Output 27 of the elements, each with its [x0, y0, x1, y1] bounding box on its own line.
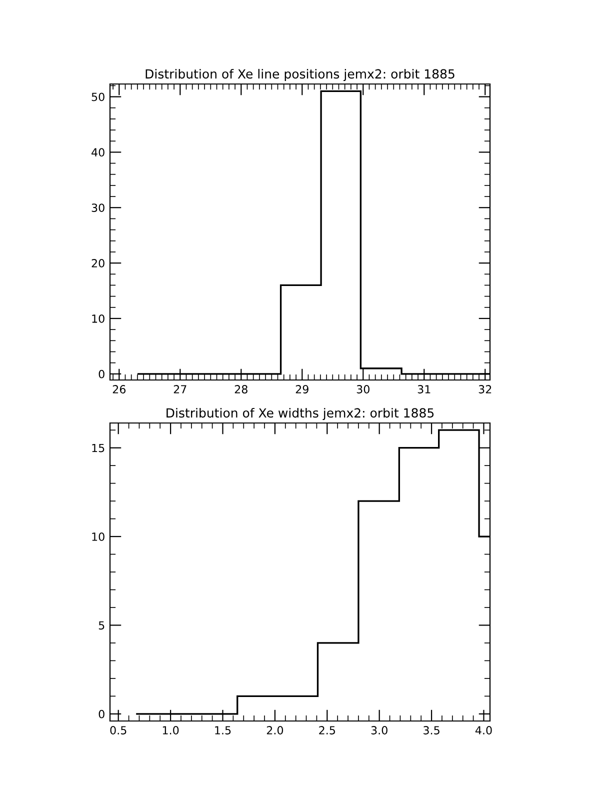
y-tick-label: 50 [92, 92, 104, 102]
y-tick-label: 10 [92, 314, 104, 323]
y-tick-label: 15 [92, 444, 104, 452]
y-tick-label: 40 [92, 148, 104, 157]
y-tick-label: 0 [98, 370, 104, 378]
x-tick-label: 26 [112, 385, 126, 394]
chart-title: Distribution of Xe line positions jemx2: orbit 1885 [146, 68, 454, 82]
x-tick-label: 28 [234, 385, 248, 394]
x-tick-label: 2.5 [319, 726, 336, 734]
x-tick-label: 29 [296, 385, 308, 394]
x-tick-label: 3.5 [424, 726, 440, 734]
x-tick-label: 2.0 [266, 726, 284, 734]
y-tick-label: 30 [92, 204, 104, 212]
y-tick-label: 0 [98, 710, 104, 718]
x-tick-label: 32 [478, 385, 492, 394]
x-tick-label: 3.0 [371, 726, 388, 734]
chart-title: Distribution of Xe widths jemx2: orbit 1885 [166, 408, 434, 420]
x-tick-label: 1.0 [162, 726, 179, 734]
x-tick-label: 30 [356, 385, 370, 394]
x-tick-label: 0.5 [110, 726, 126, 734]
y-tick-label: 20 [92, 259, 104, 268]
x-tick-label: 4.0 [475, 726, 492, 734]
x-tick-label: 27 [174, 385, 186, 394]
y-tick-label: 10 [92, 532, 104, 541]
y-tick-label: 5 [98, 621, 104, 630]
x-tick-label: 1.5 [215, 726, 231, 734]
x-tick-label: 31 [418, 385, 430, 394]
